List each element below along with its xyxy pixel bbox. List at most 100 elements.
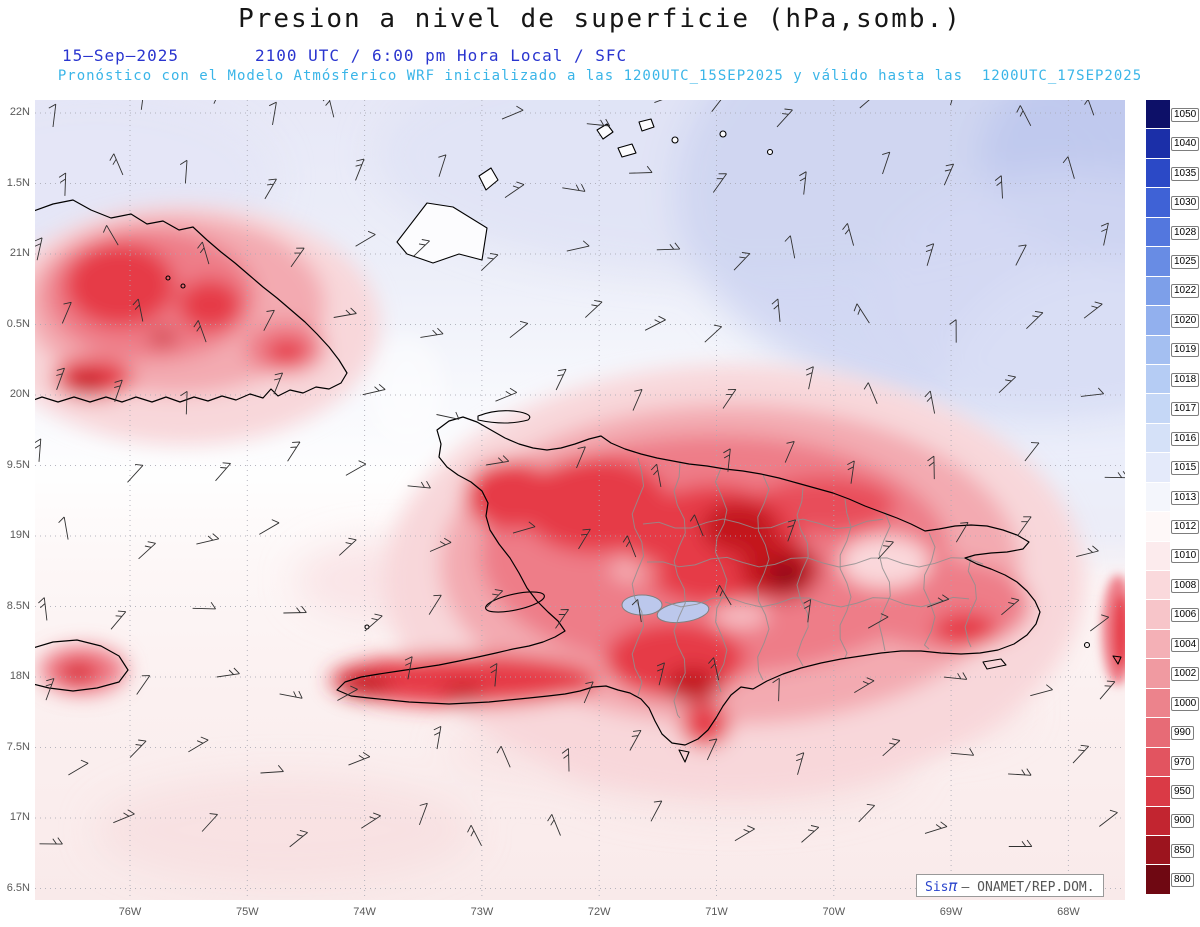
wind-barb bbox=[584, 299, 603, 318]
wind-barb bbox=[877, 540, 894, 560]
wind-barb bbox=[998, 374, 1017, 394]
wind-barb bbox=[882, 738, 901, 757]
wind-barb bbox=[289, 829, 308, 848]
wind-barb bbox=[654, 100, 663, 104]
wind-barb bbox=[361, 812, 381, 829]
wind-barb bbox=[215, 462, 231, 482]
wind-barb bbox=[566, 240, 590, 252]
great-inagua-island bbox=[396, 202, 488, 264]
colorbar-value-label: 1035 bbox=[1171, 166, 1200, 181]
wind-barb bbox=[706, 738, 718, 761]
colorbar-segment bbox=[1146, 718, 1170, 748]
colorbar-segment bbox=[1146, 541, 1170, 571]
wind-barb bbox=[404, 656, 413, 680]
wind-barb bbox=[39, 837, 63, 845]
wind-barb bbox=[853, 303, 870, 324]
wind-barb bbox=[867, 613, 889, 629]
forecast-date: 15—Sep—2025 bbox=[62, 46, 179, 65]
wind-barb bbox=[438, 154, 447, 177]
saona-island bbox=[982, 658, 1007, 670]
wind-barb bbox=[48, 103, 57, 128]
wind-barb bbox=[102, 225, 119, 246]
wind-barb bbox=[193, 320, 207, 343]
wind-barbs bbox=[35, 100, 1125, 848]
colorbar-segment bbox=[1146, 865, 1170, 895]
colorbar-value-label: 1030 bbox=[1171, 196, 1200, 211]
wind-barb bbox=[801, 825, 820, 843]
wind-barb bbox=[197, 241, 210, 265]
wind-barb bbox=[429, 537, 452, 552]
wind-barb bbox=[188, 736, 209, 753]
wind-barb bbox=[35, 438, 42, 462]
colorbar-segment bbox=[1146, 335, 1170, 365]
wind-barb bbox=[480, 252, 499, 271]
wind-barb bbox=[486, 455, 510, 466]
colorbar-value-label: 1013 bbox=[1171, 490, 1200, 505]
colorbar-value-label: 970 bbox=[1171, 755, 1194, 770]
wind-barb bbox=[576, 446, 586, 469]
wind-barb bbox=[486, 589, 504, 608]
lat-tick-label: 19N bbox=[9, 529, 30, 541]
wind-barb bbox=[407, 480, 431, 489]
wind-barb bbox=[586, 118, 611, 127]
pi-symbol: π bbox=[948, 877, 958, 895]
wind-barb bbox=[1015, 244, 1027, 266]
wind-barb bbox=[140, 100, 144, 110]
colorbar-value-label: 990 bbox=[1171, 726, 1194, 741]
low-pressure-field bbox=[35, 205, 1085, 795]
colorbar-segment bbox=[1146, 659, 1170, 689]
coastlines bbox=[35, 118, 1122, 763]
wind-barb bbox=[704, 324, 723, 343]
colorbar-value-label: 1002 bbox=[1171, 667, 1200, 682]
colorbar-segment bbox=[1146, 571, 1170, 601]
wind-barb bbox=[799, 171, 807, 195]
watermark-suffix: – ONAMET/REP.DOM. bbox=[961, 880, 1095, 895]
colorbar-segment bbox=[1146, 217, 1170, 248]
colorbar-segment bbox=[1146, 364, 1170, 395]
hispaniola-coastline bbox=[336, 416, 1041, 746]
wind-barb bbox=[784, 235, 796, 259]
wind-barb bbox=[949, 319, 957, 343]
wind-barb bbox=[950, 100, 953, 106]
wind-barb bbox=[337, 685, 358, 701]
lat-tick-label: 22N bbox=[9, 106, 30, 118]
wind-barb bbox=[436, 411, 460, 420]
colorbar-segment bbox=[1146, 394, 1170, 424]
lat-tick-label: 7.5N bbox=[6, 740, 30, 753]
wind-barb bbox=[803, 599, 812, 623]
wind-barb bbox=[132, 298, 144, 322]
wind-barb bbox=[512, 521, 536, 534]
wind-barb bbox=[1026, 310, 1044, 330]
colorbar-segment bbox=[1146, 629, 1170, 660]
wind-barb bbox=[1008, 768, 1032, 776]
wind-barb bbox=[322, 100, 335, 118]
colorbar-segment bbox=[1146, 276, 1170, 307]
mona-island bbox=[1083, 641, 1091, 649]
wind-barb bbox=[420, 327, 444, 338]
gridlines bbox=[35, 100, 1125, 900]
wind-barb bbox=[689, 514, 704, 537]
small-cay bbox=[719, 130, 727, 138]
wind-barb bbox=[854, 677, 875, 693]
colorbar-value-label: 900 bbox=[1171, 814, 1194, 829]
watermark: Sisπ – ONAMET/REP.DOM. bbox=[916, 874, 1104, 897]
wind-barb bbox=[489, 663, 498, 687]
small-cay bbox=[766, 148, 774, 156]
colorbar-value-label: 1015 bbox=[1171, 461, 1200, 476]
colorbar-value-label: 1022 bbox=[1171, 284, 1200, 299]
wind-barb bbox=[924, 390, 936, 414]
colorbar-segment bbox=[1146, 600, 1170, 630]
wind-barb bbox=[127, 463, 144, 483]
wind-barb bbox=[656, 662, 665, 686]
wind-barb bbox=[924, 821, 948, 834]
wind-barb bbox=[68, 759, 89, 776]
colorbar-segment bbox=[1146, 482, 1170, 513]
wind-barb bbox=[501, 105, 524, 120]
wind-barb bbox=[1062, 156, 1075, 179]
lat-tick-label: 0.5N bbox=[6, 317, 30, 330]
colorbar-segment bbox=[1146, 512, 1170, 542]
wind-barb bbox=[1083, 301, 1103, 319]
small-cay bbox=[671, 136, 679, 144]
colorbar-value-label: 950 bbox=[1171, 784, 1194, 799]
lon-tick-label: 71W bbox=[705, 906, 728, 918]
